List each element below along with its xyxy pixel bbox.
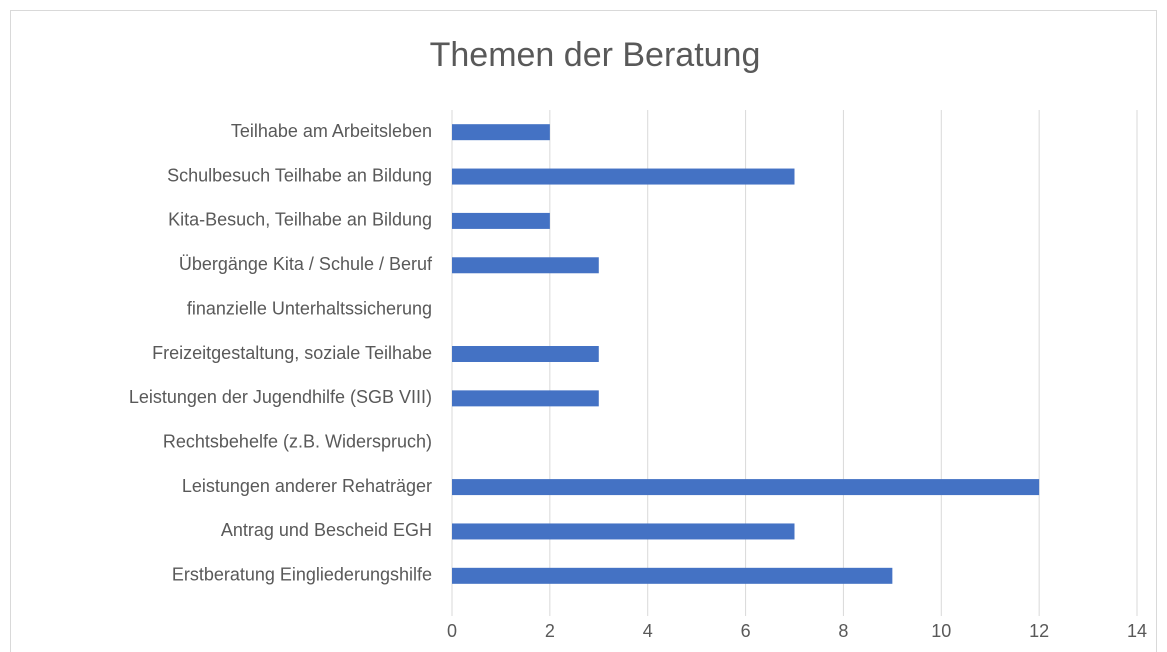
- bar: [452, 168, 795, 185]
- x-tick-label: 8: [838, 621, 848, 641]
- bar: [452, 390, 599, 407]
- bar: [452, 479, 1040, 496]
- x-tick-label: 0: [447, 621, 457, 641]
- y-tick-label: Rechtsbehelfe (z.B. Widerspruch): [163, 431, 432, 451]
- x-tick-label: 14: [1127, 621, 1147, 641]
- x-tick-label: 6: [741, 621, 751, 641]
- x-tick-label: 4: [643, 621, 653, 641]
- y-tick-label: Leistungen anderer Rehaträger: [182, 476, 432, 496]
- y-tick-label: Übergänge Kita / Schule / Beruf: [179, 254, 433, 274]
- y-tick-label: Erstberatung Eingliederungshilfe: [172, 565, 432, 585]
- bar: [452, 523, 795, 540]
- x-tick-label: 10: [931, 621, 951, 641]
- y-tick-label: Kita-Besuch, Teilhabe an Bildung: [168, 210, 432, 230]
- y-tick-label: finanzielle Unterhaltssicherung: [187, 298, 432, 318]
- chart-border: [10, 10, 1157, 652]
- chart-title: Themen der Beratung: [430, 36, 761, 74]
- y-tick-label: Antrag und Bescheid EGH: [221, 520, 432, 540]
- bar: [452, 567, 893, 584]
- x-tick-label: 2: [545, 621, 555, 641]
- y-tick-label: Teilhabe am Arbeitsleben: [231, 121, 432, 141]
- bar: [452, 212, 550, 229]
- bar: [452, 257, 599, 274]
- y-tick-label: Freizeitgestaltung, soziale Teilhabe: [152, 343, 432, 363]
- x-tick-label: 12: [1029, 621, 1049, 641]
- bar: [452, 124, 550, 141]
- y-tick-label: Leistungen der Jugendhilfe (SGB VIII): [129, 387, 432, 407]
- bar: [452, 346, 599, 362]
- y-tick-label: Schulbesuch Teilhabe an Bildung: [167, 165, 432, 185]
